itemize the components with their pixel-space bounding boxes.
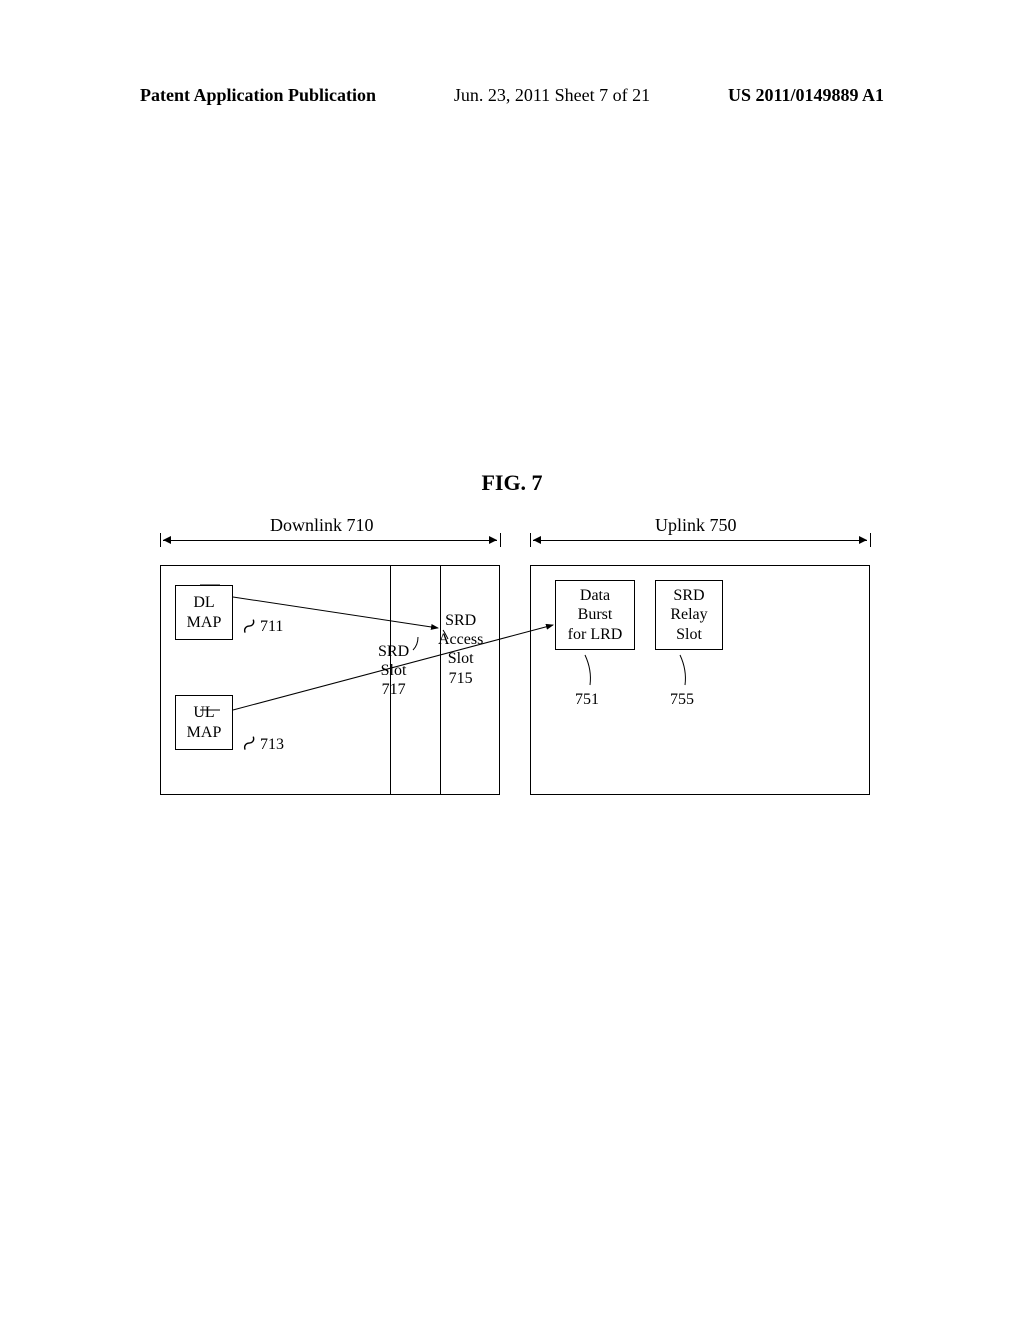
ul-map-num: 713 bbox=[260, 735, 284, 754]
downlink-arrow bbox=[163, 540, 497, 541]
data-burst-block: Data Burst for LRD bbox=[555, 580, 635, 650]
tick bbox=[530, 533, 531, 547]
dl-map-block: DL MAP bbox=[175, 585, 233, 640]
header-left: Patent Application Publication bbox=[140, 85, 376, 106]
dl-map-num: 711 bbox=[260, 617, 283, 636]
tick bbox=[500, 533, 501, 547]
header-right: US 2011/0149889 A1 bbox=[728, 85, 884, 106]
downlink-label: Downlink 710 bbox=[270, 515, 374, 536]
page-header: Patent Application Publication Jun. 23, … bbox=[0, 85, 1024, 106]
srd-relay-slot-block: SRD Relay Slot bbox=[655, 580, 723, 650]
tick bbox=[160, 533, 161, 547]
header-center: Jun. 23, 2011 Sheet 7 of 21 bbox=[454, 85, 650, 106]
srd-relay-slot-num: 755 bbox=[670, 690, 694, 709]
frame-diagram: Downlink 710 Uplink 750 DL MAP 〜 711 UL … bbox=[160, 535, 870, 815]
srd-access-slot-label: SRD Access Slot 715 bbox=[438, 611, 483, 688]
tick bbox=[870, 533, 871, 547]
figure-title: FIG. 7 bbox=[481, 470, 542, 496]
uplink-label: Uplink 750 bbox=[655, 515, 737, 536]
ul-map-block: UL MAP bbox=[175, 695, 233, 750]
srd-slot-label: SRD Slot 717 bbox=[378, 642, 409, 700]
uplink-arrow bbox=[533, 540, 867, 541]
data-burst-num: 751 bbox=[575, 690, 599, 709]
